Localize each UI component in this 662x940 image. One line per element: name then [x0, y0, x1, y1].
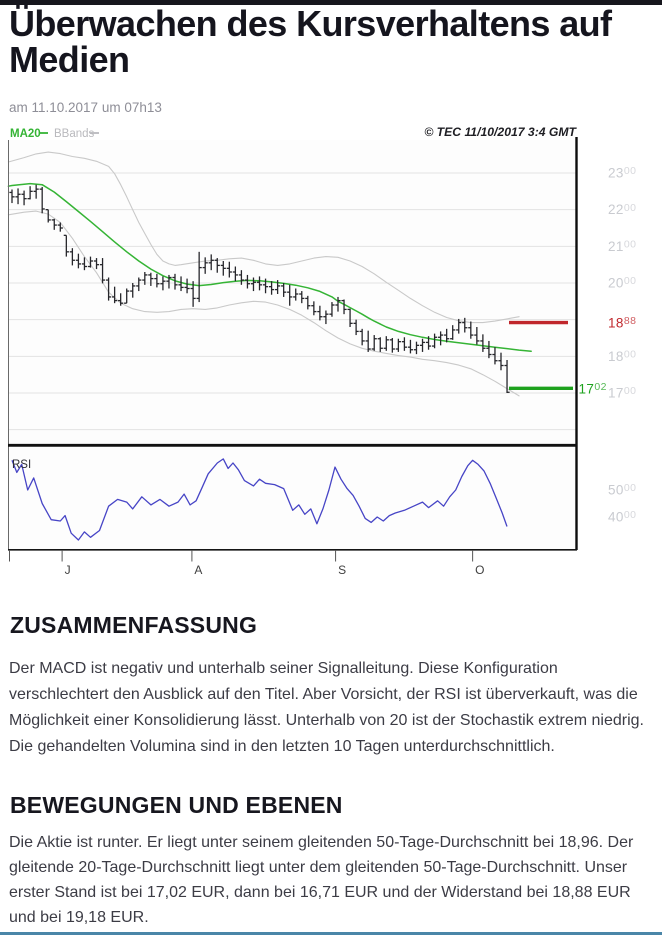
- price-chart: RSI 2300 2200 2100 2000 1800 1700 1888 1702 5000 4…: [0, 118, 662, 580]
- summary-heading: ZUSAMMENFASSUNG: [10, 612, 258, 638]
- svg-text:O: O: [475, 563, 484, 577]
- svg-text:S: S: [338, 563, 346, 577]
- svg-text:BBands: BBands: [54, 128, 95, 140]
- svg-text:4000: 4000: [608, 509, 636, 524]
- svg-text:5000: 5000: [608, 482, 636, 497]
- movements-paragraph: Die Aktie ist runter. Er liegt unter sei…: [9, 834, 634, 926]
- svg-text:1888: 1888: [608, 315, 636, 330]
- svg-text:2200: 2200: [608, 202, 636, 217]
- publish-date: am 11.10.2017 um 07h13: [9, 100, 162, 115]
- svg-text:MA20: MA20: [10, 128, 41, 140]
- svg-text:1700: 1700: [608, 385, 636, 400]
- svg-text:© TEC 11/10/2017 3:4 GMT: © TEC 11/10/2017 3:4 GMT: [424, 125, 577, 139]
- svg-text:1800: 1800: [608, 348, 636, 363]
- page-title: Überwachen des Kursverhaltens auf Medien: [9, 3, 612, 80]
- svg-text:RSI: RSI: [12, 459, 31, 471]
- svg-text:A: A: [194, 563, 202, 577]
- svg-text:1702: 1702: [579, 381, 607, 396]
- movements-heading: BEWEGUNGEN UND EBENEN: [10, 792, 343, 818]
- summary-paragraph: Der MACD ist negativ und unterhalb seine…: [9, 660, 644, 755]
- svg-text:J: J: [65, 563, 71, 577]
- bottom-accent-rule: [0, 932, 662, 935]
- svg-text:2300: 2300: [608, 165, 636, 180]
- top-bar: [0, 0, 662, 5]
- price-chart-svg: RSI 2300 2200 2100 2000 1800 1700 1888 1702 5000 4…: [7, 125, 636, 577]
- svg-text:2100: 2100: [608, 238, 636, 253]
- svg-text:2000: 2000: [608, 275, 636, 290]
